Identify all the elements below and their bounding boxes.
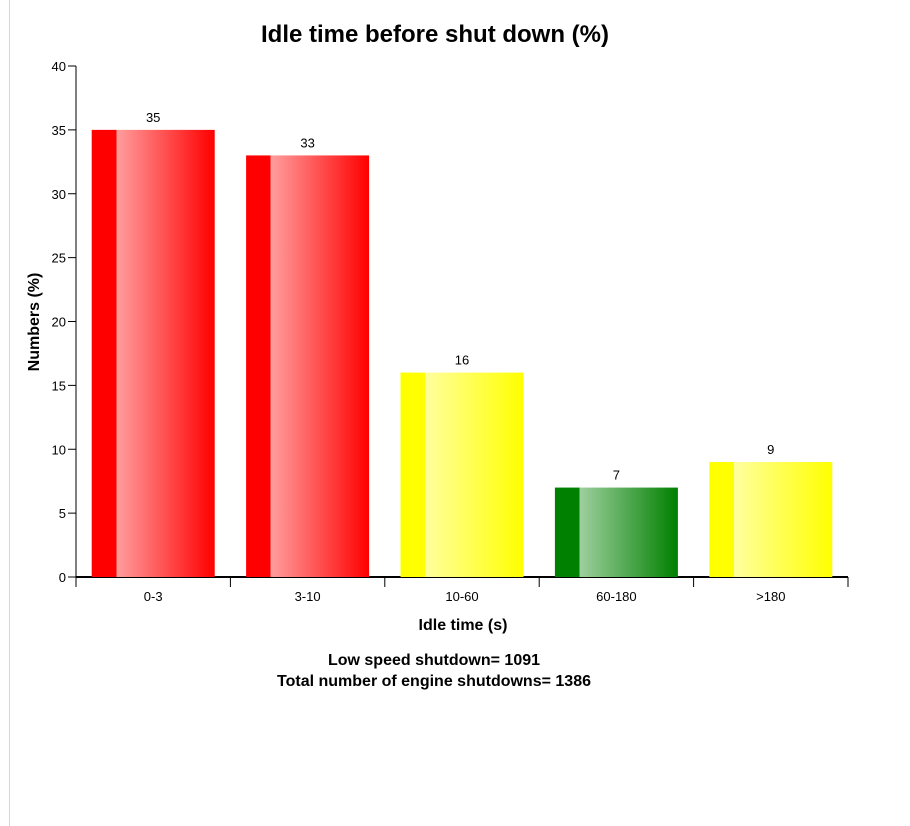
y-tick-label: 35 [52, 123, 66, 138]
data-label: 7 [613, 468, 620, 483]
y-tick-label: 0 [59, 570, 66, 585]
low-speed-shutdown-note: Low speed shutdown= 1091 [328, 652, 540, 669]
bar->180 [709, 462, 833, 577]
y-tick-label: 40 [52, 59, 66, 74]
page-left-border [9, 0, 10, 826]
y-tick-label: 30 [52, 187, 66, 202]
y-tick-label: 5 [59, 506, 66, 521]
data-label: 16 [455, 353, 469, 368]
y-tick-label: 10 [52, 442, 66, 457]
y-axis-label: Numbers (%) [26, 273, 43, 372]
bar-0-3 [91, 129, 215, 577]
x-tick-label: 60-180 [596, 589, 636, 604]
y-axis: 0 5 10 15 20 25 30 35 40 [52, 59, 77, 585]
bar-60-180 [554, 487, 678, 577]
x-tick-label: 0-3 [144, 589, 163, 604]
y-tick-label: 15 [52, 378, 66, 393]
total-shutdowns-note: Total number of engine shutdowns= 1386 [277, 673, 591, 690]
data-label: 9 [767, 442, 774, 457]
x-axis: 0-3 3-10 10-60 60-180 >180 [75, 576, 849, 604]
x-tick-label: 3-10 [295, 589, 321, 604]
bar-3-10 [246, 155, 370, 578]
bar-series: 35 33 16 7 9 [91, 110, 833, 578]
chart-title: Idle time before shut down (%) [261, 21, 609, 48]
x-tick-label: >180 [756, 589, 785, 604]
y-tick-label: 20 [52, 315, 66, 330]
data-label: 35 [146, 110, 160, 125]
bar-10-60 [400, 372, 524, 577]
y-tick-label: 25 [52, 251, 66, 266]
data-label: 33 [300, 135, 314, 150]
x-tick-label: 10-60 [445, 589, 478, 604]
x-axis-label: Idle time (s) [419, 617, 508, 634]
